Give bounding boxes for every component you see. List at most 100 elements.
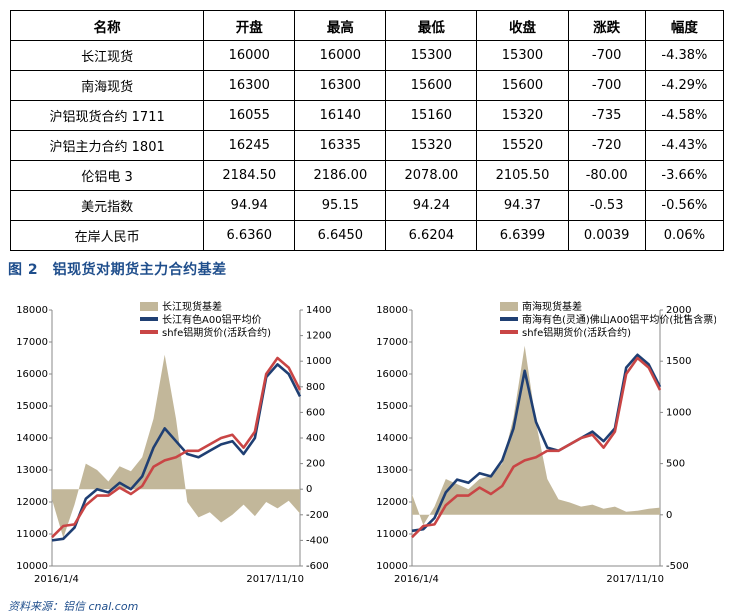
right-tick-label: 1000 — [666, 407, 691, 418]
right-tick-label: 1000 — [306, 356, 331, 367]
table-cell: 16000 — [203, 40, 296, 71]
table-cell: -80.00 — [567, 160, 646, 191]
table-cell: 16300 — [203, 70, 296, 101]
table-cell: 94.24 — [385, 190, 478, 221]
right-tick-label: -500 — [666, 561, 689, 572]
left-tick-label: 10000 — [16, 561, 48, 572]
table-cell: -700 — [567, 70, 646, 101]
table-cell: -0.56% — [644, 190, 725, 221]
legend-label: 长江现货基差 — [162, 300, 222, 313]
table-cell: 沪铝主力合约 1801 — [9, 130, 205, 161]
left-tick-label: 17000 — [376, 337, 408, 348]
table-cell: 15600 — [476, 70, 569, 101]
table-cell: 伦铝电 3 — [9, 160, 205, 191]
table-cell: 2078.00 — [385, 160, 478, 191]
source-note: 资料来源：铝信 cnal.com — [8, 600, 139, 613]
table-row: 沪铝主力合约 1801 16245 16335 15320 15520 -720 -4.43… — [9, 130, 725, 161]
table-cell: 2105.50 — [476, 160, 569, 191]
x-start-label: 2016/1/4 — [34, 574, 79, 585]
table-cell: 6.6450 — [294, 220, 387, 251]
left-tick-label: 12000 — [376, 497, 408, 508]
table-cell: -0.53 — [567, 190, 646, 221]
table-cell: 16140 — [294, 100, 387, 131]
legend-swatch-line — [500, 330, 518, 334]
x-end-label: 2017/11/10 — [606, 574, 664, 585]
legend-swatch-line — [140, 317, 158, 321]
futures-price-line — [411, 356, 662, 539]
left-tick-label: 13000 — [376, 465, 408, 476]
left-tick-label: 18000 — [16, 305, 48, 316]
header-change: 涨跌 — [567, 10, 646, 41]
right-tick-label: 500 — [666, 459, 685, 470]
price-table: 名称 开盘 最高 最低 收盘 涨跌 幅度 长江现货 16000 16000 15300… — [9, 10, 725, 251]
legend-swatch-basis — [140, 302, 158, 311]
right-tick-label: 2000 — [666, 305, 691, 316]
table-cell: 95.15 — [294, 190, 387, 221]
table-cell: 94.37 — [476, 190, 569, 221]
right-tick-label: 1500 — [666, 356, 691, 367]
table-cell: -720 — [567, 130, 646, 161]
legend-label: 长江有色A00铝平均价 — [162, 313, 262, 326]
table-cell: 0.06% — [644, 220, 725, 251]
right-tick-label: 400 — [306, 433, 325, 444]
table-body: 长江现货 16000 16000 15300 15300 -700 -4.38% 南海现货 16… — [9, 40, 725, 251]
table-cell: 6.6360 — [203, 220, 296, 251]
header-name: 名称 — [9, 10, 205, 41]
legend-swatch-line — [500, 317, 518, 321]
right-tick-label: 0 — [666, 510, 672, 521]
table-cell: 南海现货 — [9, 70, 205, 101]
right-tick-label: 600 — [306, 407, 325, 418]
table-cell: 0.0039 — [567, 220, 646, 251]
table-cell: 15300 — [476, 40, 569, 71]
header-close: 收盘 — [476, 10, 569, 41]
header-high: 最高 — [294, 10, 387, 41]
left-tick-label: 12000 — [16, 497, 48, 508]
left-tick-label: 15000 — [16, 401, 48, 412]
table-cell: -735 — [567, 100, 646, 131]
table-cell: -4.38% — [644, 40, 725, 71]
table-cell: 2186.00 — [294, 160, 387, 191]
left-tick-label: 11000 — [376, 529, 408, 540]
table-cell: 16300 — [294, 70, 387, 101]
right-tick-label: 800 — [306, 382, 325, 393]
header-open: 开盘 — [203, 10, 296, 41]
table-cell: 长江现货 — [9, 40, 205, 71]
table-cell: -4.43% — [644, 130, 725, 161]
chart-svg-changjiang: 1000011000120001300014000150001600017000… — [16, 300, 331, 585]
table-cell: 16245 — [203, 130, 296, 161]
chart-changjiang-basis: 10000 11000 12000 13000 14000 15000 16000 17000… — [8, 290, 356, 592]
left-tick-label: 10000 — [376, 561, 408, 572]
table-cell: 2184.50 — [203, 160, 296, 191]
table-cell: 15160 — [385, 100, 478, 131]
right-tick-label: 0 — [306, 484, 312, 495]
table-row: 美元指数 94.94 95.15 94.24 94.37 -0.53 -0.56% — [9, 190, 725, 221]
table-cell: -700 — [567, 40, 646, 71]
table-row: 伦铝电 3 2184.50 2186.00 2078.00 2105.50 -80.00-… — [9, 160, 725, 191]
right-tick-label: -400 — [306, 535, 329, 546]
left-tick-label: 18000 — [376, 305, 408, 316]
legend-swatch-line — [140, 330, 158, 334]
table-cell: 15320 — [476, 100, 569, 131]
left-tick-label: 11000 — [16, 529, 48, 540]
table-cell: 16335 — [294, 130, 387, 161]
legend-label: shfe铝期货价(活跃合约) — [162, 326, 271, 339]
chart-nanhai-basis: 10000 11000 12000 13000 14000 15000 16000 17000… — [368, 290, 716, 592]
table-row: 长江现货 16000 16000 15300 15300 -700 -4.38% — [9, 40, 725, 71]
table-cell: 15600 — [385, 70, 478, 101]
right-tick-label: 1200 — [306, 331, 331, 342]
table-cell: 美元指数 — [9, 190, 205, 221]
right-tick-label: -200 — [306, 510, 329, 521]
header-low: 最低 — [385, 10, 478, 41]
left-tick-label: 16000 — [376, 369, 408, 380]
left-tick-label: 15000 — [376, 401, 408, 412]
table-cell: -4.29% — [644, 70, 725, 101]
table-cell: 在岸人民币 — [9, 220, 205, 251]
left-tick-label: 16000 — [16, 369, 48, 380]
futures-price-line — [51, 356, 302, 539]
left-tick-label: 14000 — [376, 433, 408, 444]
table-cell: -4.58% — [644, 100, 725, 131]
table-cell: 15520 — [476, 130, 569, 161]
left-tick-label: 13000 — [16, 465, 48, 476]
basis-area-series — [412, 345, 660, 525]
table-cell: 15300 — [385, 40, 478, 71]
